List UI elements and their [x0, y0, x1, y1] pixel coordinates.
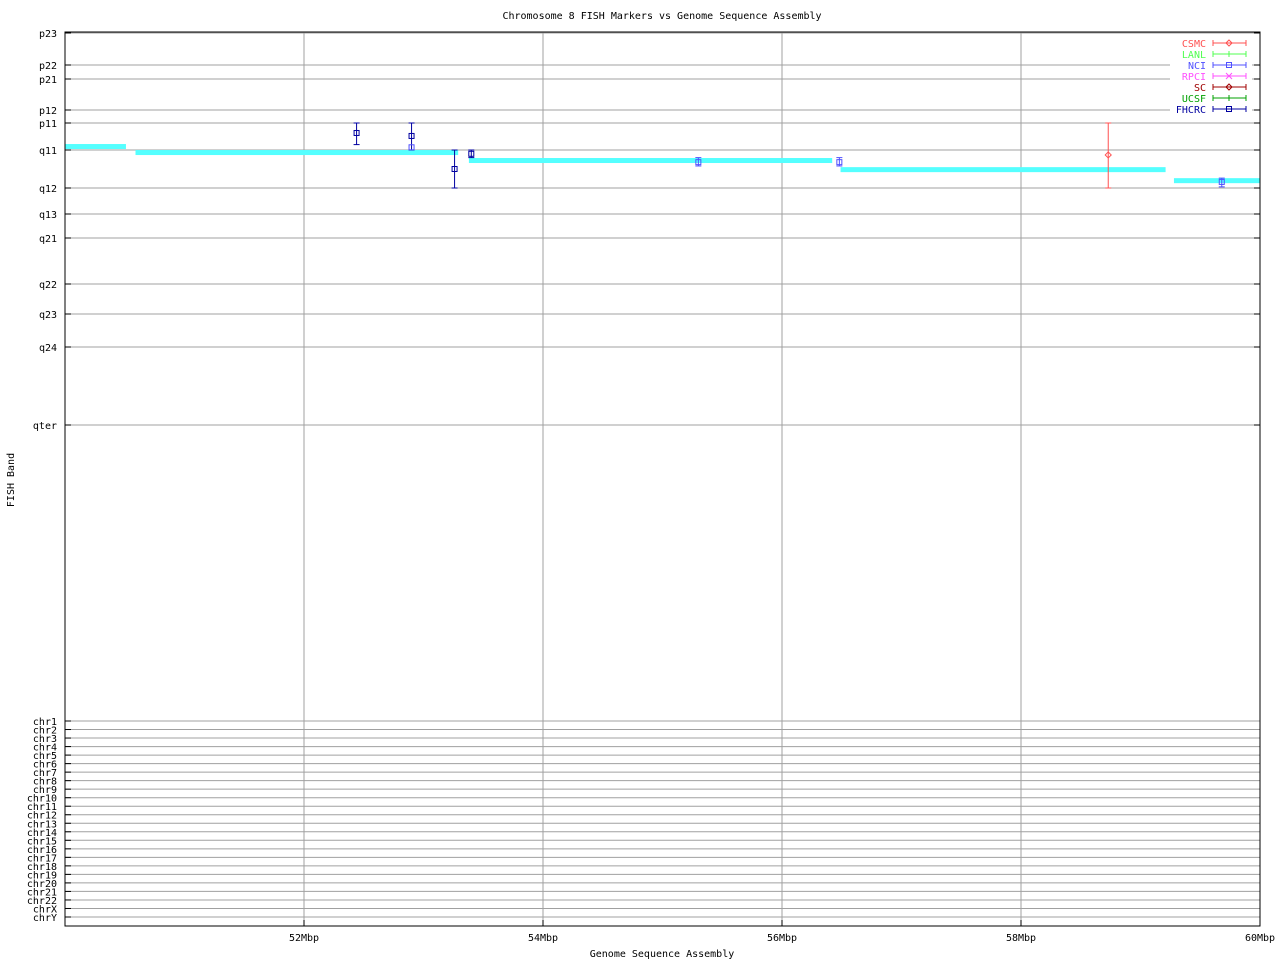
y-tick-label: qter — [33, 421, 57, 432]
y-tick-label: chr15 — [27, 836, 57, 847]
data-point — [1104, 151, 1112, 159]
data-point — [353, 129, 360, 136]
y-tick-label: chr6 — [33, 760, 57, 771]
data-point — [408, 144, 415, 151]
y-tick-label: chr19 — [27, 870, 57, 881]
y-tick-label: chrY — [33, 913, 57, 924]
marker-csmc — [1104, 122, 1112, 189]
legend-bg — [1170, 93, 1252, 103]
grid: 52Mbp 54Mbp 56Mbp 58Mbp 60Mbp p23 p22 p21 p12 p11… — [27, 29, 1275, 944]
legend-label: SC — [1194, 83, 1206, 94]
legend-entry-lanl: LANL — [1170, 49, 1252, 61]
marker-nci — [408, 144, 415, 151]
assembly-segment — [135, 150, 459, 156]
chart-title: Chromosome 8 FISH Markers vs Genome Sequ… — [502, 11, 821, 22]
y-tick-label: chrX — [33, 904, 57, 915]
y-tick-label: chr14 — [27, 828, 57, 839]
data-point — [1218, 178, 1225, 185]
marker-nci — [1218, 177, 1225, 188]
x-tick-label: 56Mbp — [767, 933, 797, 944]
fish-markers — [353, 122, 1225, 189]
y-tick-label: chr16 — [27, 845, 57, 856]
legend-entry-ucsf: UCSF — [1170, 93, 1252, 105]
y-tick-label: q21 — [39, 234, 57, 245]
y-tick-label: chr17 — [27, 853, 57, 864]
legend-marker — [1225, 39, 1233, 47]
x-tick-label: 60Mbp — [1245, 933, 1275, 944]
y-tick-label: chr9 — [33, 785, 57, 796]
y-tick-label: q11 — [39, 146, 57, 157]
marker-fhcrc — [353, 122, 360, 146]
y-tick-label: p22 — [39, 61, 57, 72]
y-tick-label: q23 — [39, 310, 57, 321]
y-tick-label: chr1 — [33, 717, 57, 728]
marker-nci — [836, 157, 843, 167]
legend-entry-rpci: RPCI — [1170, 71, 1252, 83]
assembly-segment — [65, 144, 126, 150]
y-tick-label: chr2 — [33, 726, 57, 737]
marker-nci — [695, 157, 702, 167]
x-axis-label: Genome Sequence Assembly — [590, 949, 735, 960]
legend-label: NCI — [1188, 61, 1206, 72]
y-tick-label: p21 — [39, 75, 57, 86]
legend-bg — [1170, 38, 1252, 48]
legend-label: RPCI — [1182, 72, 1206, 83]
legend-bg — [1170, 71, 1252, 81]
legend-entry-sc: SC — [1170, 82, 1252, 94]
y-tick-label: chr20 — [27, 879, 57, 890]
marker-fhcrc — [451, 149, 458, 189]
x-tick-label: 58Mbp — [1006, 933, 1036, 944]
legend-entry-nci: NCI — [1170, 60, 1252, 72]
data-point — [451, 166, 458, 172]
data-point — [408, 132, 415, 139]
legend-label: LANL — [1182, 50, 1206, 61]
y-tick-label: p23 — [39, 29, 57, 40]
y-tick-label: chr8 — [33, 777, 57, 788]
marker-fhcrc — [468, 149, 475, 159]
legend-bg — [1170, 104, 1252, 114]
y-tick-label: q13 — [39, 210, 57, 221]
legend-entry-fhcrc: FHCRC — [1170, 104, 1252, 116]
y-tick-label: chr5 — [33, 751, 57, 762]
y-tick-label: chr21 — [27, 887, 57, 898]
legend-marker — [1226, 106, 1232, 112]
x-tick-label: 52Mbp — [289, 933, 319, 944]
legend-bg — [1170, 82, 1252, 92]
y-tick-label: q12 — [39, 184, 57, 195]
y-tick-label: p12 — [39, 106, 57, 117]
legend-entry-csmc: CSMC — [1170, 38, 1252, 50]
y-tick-label: chr10 — [27, 794, 57, 805]
y-tick-label: q22 — [39, 280, 57, 291]
legend-label: CSMC — [1182, 39, 1206, 50]
y-tick-label: chr22 — [27, 896, 57, 907]
plot-frame — [64, 31, 1261, 927]
y-tick-label: chr7 — [33, 768, 57, 779]
legend-label: FHCRC — [1176, 105, 1206, 116]
x-tick-label: 54Mbp — [528, 933, 558, 944]
data-point — [695, 159, 702, 166]
y-tick-label: chr4 — [33, 743, 57, 754]
y-tick-label: chr11 — [27, 802, 57, 813]
legend-marker — [1226, 62, 1232, 68]
legend-bg — [1170, 49, 1252, 59]
legend-marker — [1225, 83, 1233, 91]
legend-label: UCSF — [1182, 94, 1206, 105]
y-tick-label: chr3 — [33, 734, 57, 745]
y-tick-label: q24 — [39, 343, 57, 354]
legend-bg — [1170, 60, 1252, 70]
y-tick-label: p11 — [39, 119, 57, 130]
assembly-segments — [65, 144, 1260, 184]
assembly-segment — [468, 158, 833, 164]
data-point — [468, 150, 475, 157]
assembly-segment — [840, 167, 1166, 173]
y-tick-label: chr18 — [27, 862, 57, 873]
y-tick-label: chr12 — [27, 811, 57, 822]
data-point — [836, 159, 843, 166]
y-axis-label: FISH Band — [6, 453, 17, 507]
y-tick-label: chr13 — [27, 819, 57, 830]
assembly-segment — [1173, 178, 1260, 184]
legend-marker — [1225, 72, 1233, 80]
